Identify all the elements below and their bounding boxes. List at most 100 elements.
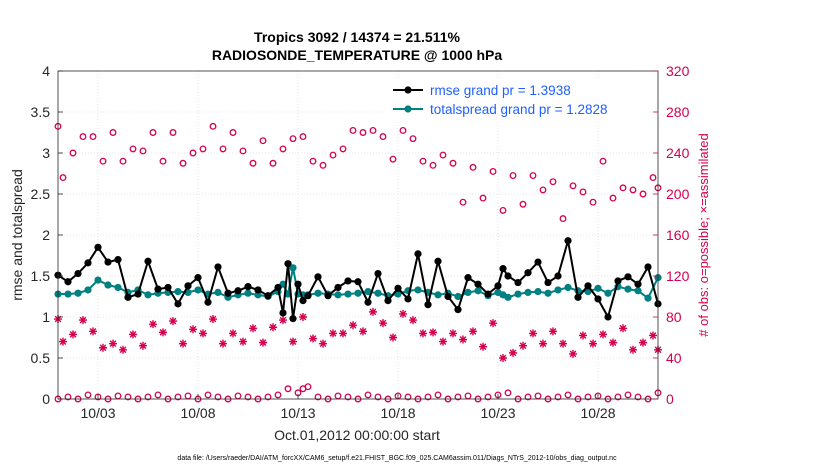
obs-possible-point — [189, 149, 197, 157]
totalspread-point — [314, 289, 322, 297]
rmse-point — [74, 269, 82, 278]
rmse-point — [284, 260, 292, 268]
obs-possible-point — [79, 133, 87, 141]
rmse-point — [354, 278, 362, 286]
obs-possible-point — [369, 126, 377, 134]
totalspread-point — [244, 289, 252, 297]
obs-assimilated-point — [409, 316, 417, 325]
totalspread-point — [104, 281, 112, 289]
obs-assimilated-point — [649, 331, 657, 340]
obs-assimilated-point — [499, 354, 507, 362]
right-y-axis: 0 40 80 120 160 200 240 280 320 — [653, 63, 690, 407]
obs-assimilated-point — [449, 329, 457, 338]
rmse-point — [534, 258, 542, 266]
obs-possible-point — [219, 145, 227, 153]
rmse-point — [594, 295, 602, 303]
obs-possible-point — [549, 178, 557, 186]
totalspread-point — [114, 283, 122, 292]
obs-possible-point — [409, 135, 417, 143]
obs-possible-point — [309, 157, 317, 165]
rmse-point — [644, 263, 652, 271]
obs-near-zero-point — [244, 393, 252, 401]
obs-possible-point — [619, 184, 627, 192]
obs-possible-point — [599, 157, 607, 165]
obs-assimilated-point — [279, 316, 287, 325]
obs-assimilated-point — [199, 329, 207, 338]
obs-near-zero-point — [434, 391, 442, 399]
rmse-point — [324, 292, 332, 300]
x-tick-label: 10/28 — [580, 405, 615, 421]
obs-assimilated-point — [519, 341, 527, 350]
totalspread-point — [344, 290, 352, 298]
rmse-point — [294, 280, 302, 288]
obs-near-zero-point — [564, 391, 572, 399]
obs-near-zero-point — [64, 393, 72, 401]
rmse-point — [124, 293, 132, 301]
obs-near-zero-point — [314, 393, 322, 401]
obs-near-zero-point — [264, 393, 272, 401]
obs-assimilated-point — [579, 331, 587, 340]
totalspread-point — [94, 276, 102, 284]
rmse-point — [499, 265, 507, 273]
obs-possible-point — [509, 172, 517, 179]
obs-assimilated-point — [619, 324, 627, 333]
left-y-tick-label: 1.5 — [31, 268, 51, 284]
obs-possible-point — [579, 188, 587, 196]
obs-assimilated-point — [419, 329, 427, 338]
obs-near-zero-point — [584, 393, 592, 401]
rmse-point — [244, 283, 252, 291]
rmse-point — [104, 258, 112, 266]
rmse-point — [614, 277, 622, 285]
obs-possible-point — [129, 145, 137, 153]
obs-possible-point — [539, 186, 547, 194]
totalspread-point — [504, 293, 512, 301]
obs-possible-point — [319, 161, 327, 169]
obs-possible-point — [209, 122, 217, 130]
obs-possible-point — [159, 157, 167, 165]
obs-possible-point — [329, 151, 337, 159]
right-y-tick-label: 280 — [666, 104, 690, 120]
obs-possible-point — [629, 186, 637, 194]
obs-assimilated-point — [629, 345, 637, 354]
obs-assimilated-point — [239, 337, 247, 346]
rmse-point — [414, 250, 422, 258]
obs-possible-point — [389, 155, 397, 163]
totalspread-point — [374, 289, 382, 297]
right-y-tick-label: 120 — [666, 268, 690, 284]
obs-assimilated-point — [389, 333, 397, 342]
totalspread-point — [144, 291, 152, 299]
obs-possible-point — [179, 159, 187, 167]
obs-assimilated-point — [59, 337, 67, 346]
obs-possible-point — [59, 174, 67, 182]
rmse-point — [394, 284, 402, 292]
obs-possible-point — [249, 159, 257, 167]
x-tick-label: 10/18 — [380, 405, 415, 421]
obs-assimilated-point — [439, 337, 447, 346]
obs-near-zero-point — [274, 391, 282, 399]
obs-possible-point — [559, 215, 567, 223]
rmse-point — [184, 282, 192, 290]
rmse-point — [494, 282, 502, 290]
obs-assimilated-point — [639, 338, 647, 347]
rmse-point — [434, 257, 442, 265]
totalspread-point — [634, 287, 642, 295]
totalspread-point — [64, 290, 72, 298]
obs-possible-point — [439, 151, 447, 159]
rmse-point — [279, 309, 287, 317]
obs-near-zero-point — [304, 383, 312, 391]
totalspread-point — [174, 287, 182, 296]
rmse-point — [364, 298, 372, 306]
obs-assimilated-point — [329, 329, 337, 338]
legend: rmse grand pr = 1.3938 totalspread grand… — [385, 78, 653, 120]
obs-assimilated-point — [309, 334, 317, 343]
rmse-point — [314, 273, 322, 281]
rmse-point — [254, 286, 262, 294]
obs-assimilated-point — [589, 339, 597, 348]
obs-possible-point — [259, 137, 267, 145]
totalspread-point — [454, 292, 462, 301]
rmse-point — [174, 300, 182, 308]
rmse-point — [344, 277, 352, 285]
totalspread-point — [214, 288, 222, 296]
obs-assimilated-point — [289, 337, 297, 346]
